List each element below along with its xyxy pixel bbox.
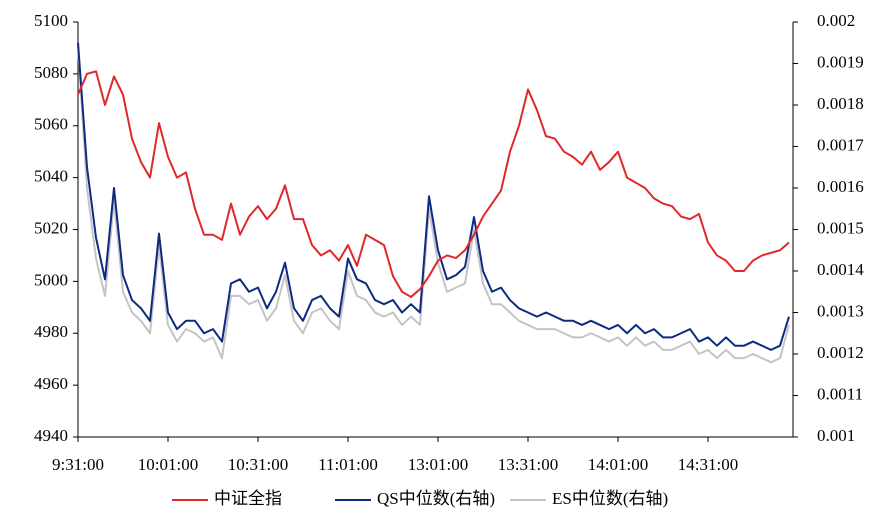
y2-tick-label: 0.0018 <box>817 94 864 113</box>
x-tick-label: 11:01:00 <box>318 455 378 474</box>
y-tick-label: 4960 <box>34 374 68 393</box>
y2-tick-label: 0.001 <box>817 426 855 445</box>
x-tick-label: 10:01:00 <box>138 455 198 474</box>
y2-tick-label: 0.0013 <box>817 301 864 320</box>
x-tick-label: 14:01:00 <box>588 455 648 474</box>
series-line <box>77 42 790 351</box>
y-tick-label: 5080 <box>34 63 68 82</box>
y-tick-label: 5020 <box>34 218 68 237</box>
x-tick-label: 9:31:00 <box>52 455 104 474</box>
y-tick-label: 5040 <box>34 167 68 186</box>
y2-tick-label: 0.0016 <box>817 177 864 196</box>
y2-tick-label: 0.0012 <box>817 343 864 362</box>
x-tick-label: 14:31:00 <box>678 455 738 474</box>
y-tick-label: 5060 <box>34 115 68 134</box>
y2-tick-label: 0.0017 <box>817 135 864 154</box>
y-tick-label: 4980 <box>34 322 68 341</box>
y-tick-label: 5100 <box>34 11 68 30</box>
y2-tick-label: 0.002 <box>817 11 855 30</box>
y2-tick-label: 0.0011 <box>817 384 863 403</box>
x-tick-label: 10:31:00 <box>228 455 288 474</box>
legend-label: ES中位数(右轴) <box>552 489 668 508</box>
y-tick-label: 4940 <box>34 426 68 445</box>
y2-tick-label: 0.0014 <box>817 260 864 279</box>
legend-label: QS中位数(右轴) <box>377 489 495 508</box>
legend-label: 中证全指 <box>214 489 282 508</box>
y2-tick-label: 0.0015 <box>817 218 864 237</box>
series-line <box>77 70 790 298</box>
y2-tick-label: 0.0019 <box>817 52 864 71</box>
y-tick-label: 5000 <box>34 270 68 289</box>
x-tick-label: 13:01:00 <box>408 455 468 474</box>
series-line <box>77 46 790 364</box>
x-tick-label: 13:31:00 <box>498 455 558 474</box>
